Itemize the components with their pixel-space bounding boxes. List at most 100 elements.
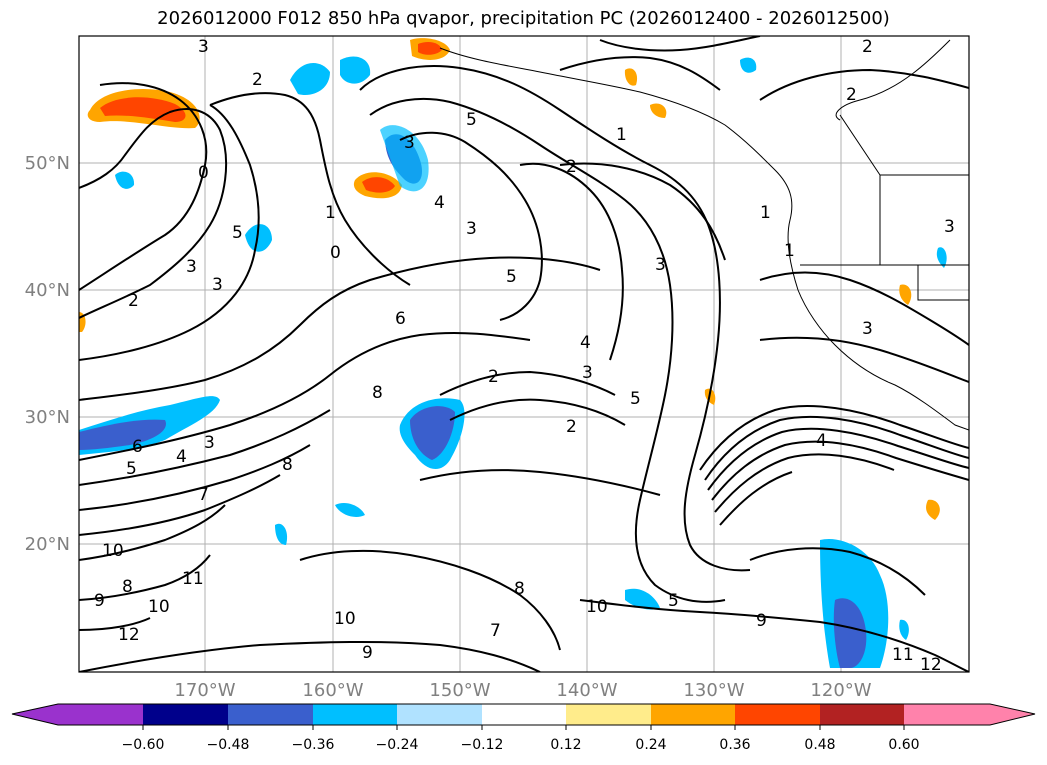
contour-label: 2 (566, 417, 577, 437)
colorbar-segment (566, 704, 651, 725)
contour-label: 8 (122, 577, 133, 597)
contour-line (209, 92, 411, 286)
lon-axis: 170°W 160°W 150°W 140°W 130°W 120°W (174, 680, 871, 701)
precip-negative-patch (275, 523, 288, 545)
colorbar-label: 0.36 (719, 737, 750, 753)
contour-label: 4 (176, 447, 187, 467)
contour-label: 2 (846, 85, 857, 105)
contour-line (79, 640, 541, 672)
contour-line (369, 97, 726, 603)
contour-label: 2 (862, 37, 873, 57)
contour-label: 11 (182, 569, 204, 589)
contour-line (699, 405, 969, 471)
contour-label: 3 (944, 217, 955, 237)
precip-negative-patch (410, 406, 455, 460)
colorbar-outline (11, 703, 1036, 726)
contour-line (714, 453, 895, 513)
contour-label: 10 (334, 609, 356, 629)
contour-label: 2 (566, 157, 577, 177)
contour-line (79, 504, 226, 561)
contour-line (79, 104, 260, 361)
contour-label: 3 (198, 37, 209, 57)
contour-line (359, 65, 751, 572)
lon-label: 120°W (810, 680, 871, 701)
colorbar-label: 0.60 (888, 737, 919, 753)
precip-negative-patch (380, 125, 429, 192)
colorbar-segment (735, 704, 820, 725)
contour-line (79, 474, 281, 536)
contour-line (79, 82, 208, 291)
contour-label: 8 (282, 455, 293, 475)
contour-label: 5 (668, 591, 679, 611)
contour-line (399, 131, 543, 321)
contour-label: 6 (395, 309, 406, 329)
precip-negative-patch (335, 503, 365, 517)
contour-label: 5 (232, 223, 243, 243)
precip-negative-patch (115, 171, 135, 189)
precip-negative-patch (833, 598, 867, 668)
colorbar-segment (313, 704, 397, 725)
contour-label: 3 (466, 219, 477, 239)
contour-label: 4 (816, 431, 827, 451)
colorbar-segment (482, 704, 566, 725)
contour-line (559, 162, 726, 261)
contour-line (79, 331, 531, 461)
lon-label: 150°W (429, 680, 490, 701)
contour-line (79, 617, 151, 631)
coastlines (439, 39, 969, 431)
colorbar-label: 0.48 (804, 737, 835, 753)
colorbar-segment (12, 704, 143, 725)
contour-line (79, 444, 311, 511)
lon-label: 130°W (683, 680, 744, 701)
contour-label: 3 (655, 255, 666, 275)
contour-line (759, 68, 969, 101)
contour-label: 1 (784, 241, 795, 261)
colorbar: −0.60 −0.48 −0.36 −0.24 −0.12 0.12 0.24 … (11, 703, 1036, 753)
contour-line (707, 427, 969, 491)
state-borders (800, 114, 969, 301)
plot-frame (78, 35, 970, 673)
colorbar-label: −0.36 (292, 737, 335, 753)
precip-negative-patch (79, 419, 166, 450)
colorbar-segment (651, 704, 735, 725)
precip-negative-patch (625, 588, 660, 610)
colorbar-ticks (142, 725, 905, 730)
contour-label: 5 (630, 389, 641, 409)
colorbar-label: 0.12 (550, 737, 581, 753)
contour-label: 2 (128, 291, 139, 311)
contour-labels: 3 2 2 0 5 3 2 3 1 0 3 5 2 4 3 5 3 6 4 3 … (94, 37, 955, 675)
contour-label: 3 (212, 275, 223, 295)
contour-label: 1 (325, 203, 336, 223)
contour-label: 4 (580, 333, 591, 353)
contour-label: 6 (132, 437, 143, 457)
lon-label: 170°W (174, 680, 235, 701)
contour-label: 0 (198, 163, 209, 183)
contour-label: 5 (126, 459, 137, 479)
coastline-north-america (439, 47, 969, 431)
precip-positive-patch (418, 42, 442, 55)
lon-label: 160°W (302, 680, 363, 701)
contour-label: 3 (582, 363, 593, 383)
contour-label: 3 (186, 257, 197, 277)
colorbar-segment (904, 704, 1035, 725)
contour-label: 5 (466, 110, 477, 130)
contour-label: 7 (490, 621, 501, 641)
contour-line (579, 599, 969, 672)
map-title: 2026012000 F012 850 hPa qvapor, precipit… (157, 8, 890, 29)
colorbar-label: −0.24 (376, 737, 419, 753)
precip-negative-patch (245, 224, 272, 252)
contour-line (711, 440, 969, 501)
precip-positive-patch (926, 499, 940, 520)
precip-positive-patch (899, 284, 912, 305)
lat-label: 40°N (25, 280, 70, 301)
contour-line (704, 415, 969, 481)
contour-label: 0 (330, 243, 341, 263)
contour-label: 10 (148, 597, 170, 617)
contour-line (299, 549, 561, 651)
contour-line (759, 336, 969, 383)
contour-label: 9 (756, 611, 767, 631)
contour-label: 3 (862, 319, 873, 339)
lat-label: 30°N (25, 407, 70, 428)
contour-label: 12 (920, 655, 942, 675)
contour-line (719, 471, 793, 526)
